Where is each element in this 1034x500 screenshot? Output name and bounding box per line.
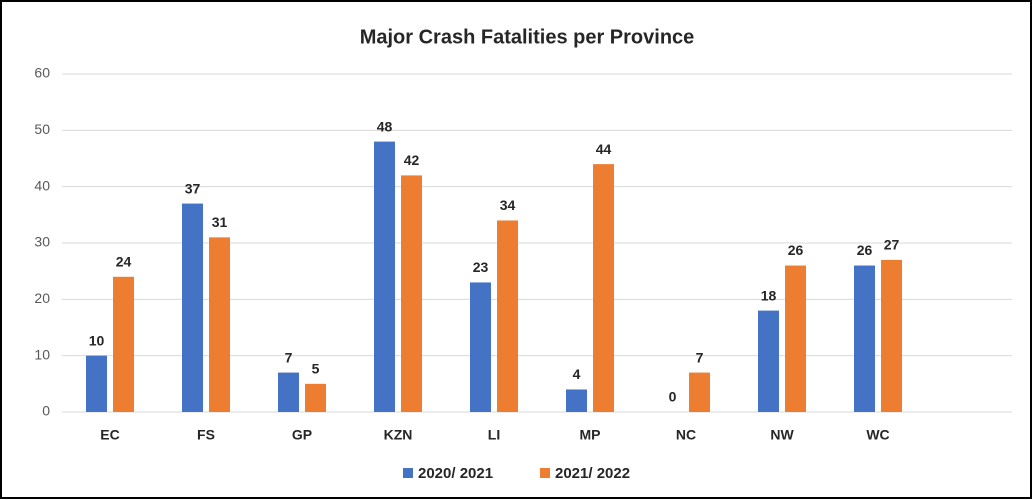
legend-swatch [403,468,413,478]
x-tick-label: MP [580,427,601,443]
data-label: 0 [669,389,677,405]
data-label: 44 [596,141,612,157]
data-label: 4 [573,366,581,382]
bar [209,237,230,412]
x-tick-label: EC [100,427,119,443]
y-tick-label: 10 [34,346,50,362]
x-tick-label: GP [292,427,312,443]
legend-label: 2021/ 2022 [555,465,630,482]
bar [470,282,491,412]
data-label: 5 [312,361,320,377]
data-label: 7 [696,349,704,365]
bar [758,310,779,412]
bar [113,276,134,412]
bar [182,203,203,412]
bar [278,372,299,412]
bar [401,175,422,412]
data-label: 24 [116,254,132,270]
x-tick-label: FS [197,427,215,443]
data-label: 26 [857,242,873,258]
bar [86,355,107,412]
bar [497,220,518,412]
y-tick-label: 50 [34,121,50,137]
bar [854,265,875,412]
bar [689,372,710,412]
bar [374,141,395,412]
bar [881,259,902,412]
x-tick-label: KZN [384,427,413,443]
data-label: 27 [884,237,900,253]
y-tick-label: 60 [34,65,50,81]
x-tick-label: NW [770,427,794,443]
bar [785,265,806,412]
data-label: 7 [285,349,293,365]
x-tick-label: WC [866,427,889,443]
data-label: 48 [377,118,393,134]
legend-swatch [540,468,550,478]
legend-label: 2020/ 2021 [418,465,493,482]
x-tick-label: NC [676,427,696,443]
bar [305,383,326,412]
y-tick-label: 0 [42,403,50,419]
data-label: 18 [761,287,777,303]
bar [593,164,614,412]
data-label: 26 [788,242,804,258]
y-tick-label: 30 [34,234,50,250]
data-label: 42 [404,152,420,168]
bar [566,389,587,412]
data-label: 10 [89,332,105,348]
y-tick-label: 40 [34,177,50,193]
data-label: 37 [185,180,201,196]
chart-title: Major Crash Fatalities per Province [360,26,695,48]
x-tick-label: LI [488,427,500,443]
data-label: 23 [473,259,489,275]
data-label: 34 [500,197,516,213]
y-tick-label: 20 [34,290,50,306]
data-label: 31 [212,214,228,230]
